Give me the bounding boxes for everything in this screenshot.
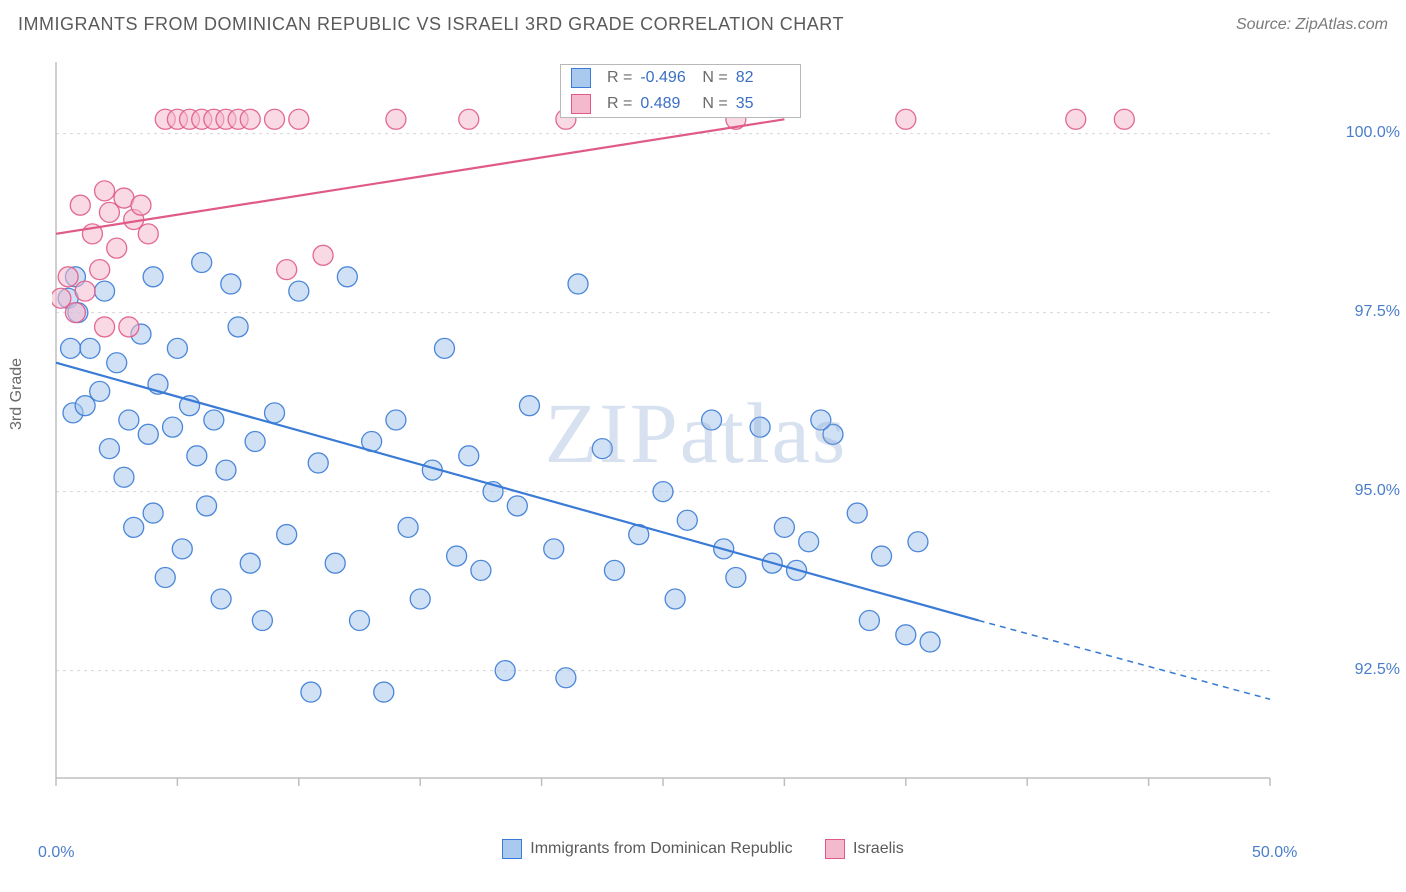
legend-swatch-dominican (502, 839, 522, 859)
n-value: 35 (736, 95, 790, 113)
y-tick-label: 95.0% (1355, 482, 1400, 500)
x-tick-label: 0.0% (38, 844, 74, 862)
y-tick-label: 100.0% (1346, 124, 1400, 142)
legend-item-dominican: Immigrants from Dominican Republic (502, 839, 792, 859)
x-tick-label: 50.0% (1252, 844, 1297, 862)
legend-swatch-israelis (825, 839, 845, 859)
correlation-legend-box: R = -0.496 N = 82 R = 0.489 N = 35 (560, 64, 801, 118)
legend-label: Immigrants from Dominican Republic (530, 840, 792, 858)
plot-area: ZIPatlas (52, 58, 1340, 818)
n-value: 82 (736, 69, 790, 87)
y-axis-label: 3rd Grade (8, 358, 26, 430)
r-value: 0.489 (640, 95, 694, 113)
y-tick-label: 92.5% (1355, 661, 1400, 679)
chart-title: IMMIGRANTS FROM DOMINICAN REPUBLIC VS IS… (18, 14, 844, 35)
r-label: R = (607, 95, 632, 113)
legend-item-israelis: Israelis (825, 839, 904, 859)
source-attribution: Source: ZipAtlas.com (1236, 16, 1388, 34)
r-label: R = (607, 69, 632, 87)
legend-swatch-israelis (571, 94, 591, 114)
n-label: N = (702, 95, 727, 113)
correlation-row: R = 0.489 N = 35 (561, 91, 800, 117)
r-value: -0.496 (640, 69, 694, 87)
correlation-row: R = -0.496 N = 82 (561, 65, 800, 91)
n-label: N = (702, 69, 727, 87)
scatter-plot-svg (52, 58, 1340, 818)
legend-swatch-dominican (571, 68, 591, 88)
series-legend: Immigrants from Dominican Republic Israe… (0, 839, 1406, 864)
legend-label: Israelis (853, 840, 904, 858)
chart-container: IMMIGRANTS FROM DOMINICAN REPUBLIC VS IS… (0, 0, 1406, 892)
y-tick-label: 97.5% (1355, 303, 1400, 321)
